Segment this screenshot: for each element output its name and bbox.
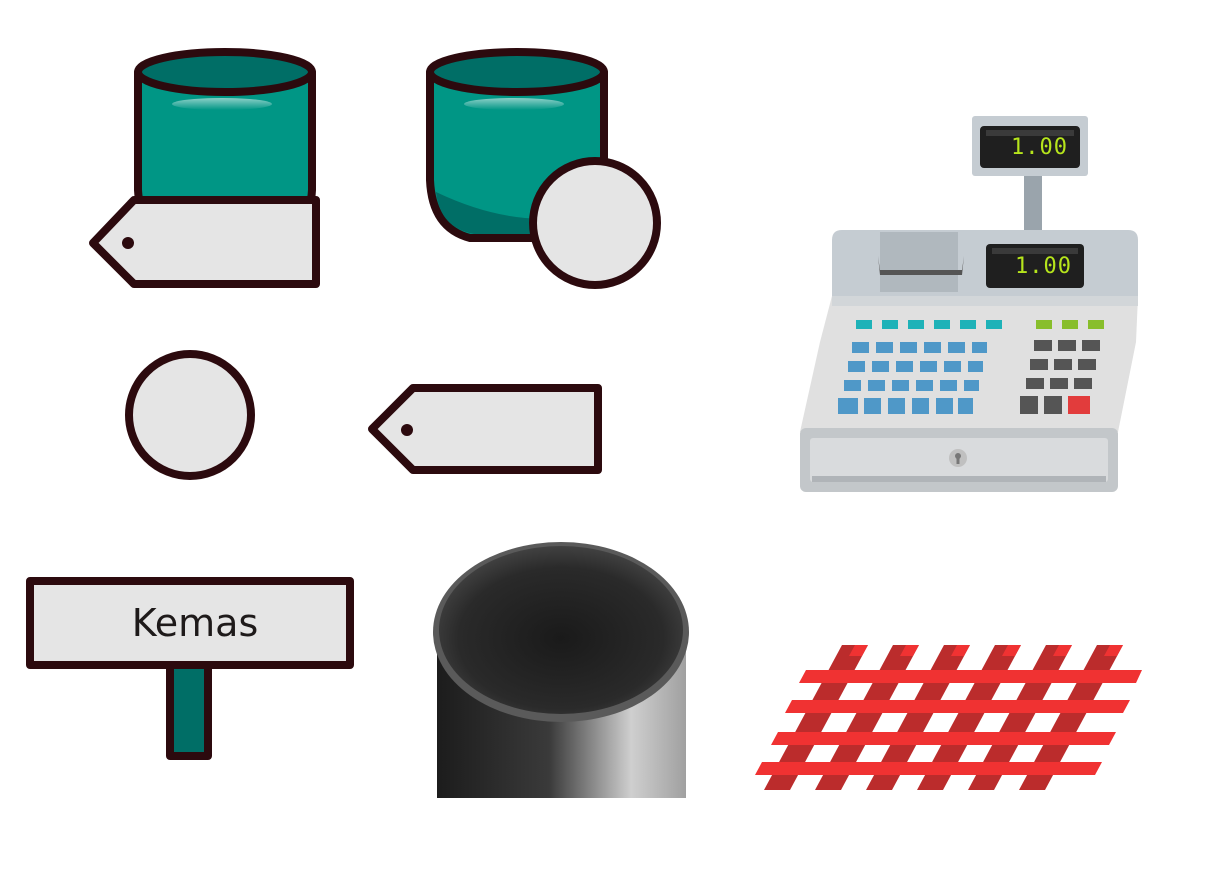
signpost-icon: Kemas: [24, 575, 359, 765]
top-display-readout: 1.00: [1011, 135, 1068, 160]
red-mesh-icon: [745, 640, 1150, 795]
cash-register-icon: 1.00 1.00: [795, 112, 1145, 497]
coin-icon: [122, 345, 262, 485]
teal-cup-with-coin-icon: [420, 40, 665, 295]
sign-label: Kemas: [132, 601, 259, 645]
price-tag-icon: [362, 380, 608, 480]
black-cylinder-icon: [428, 540, 693, 802]
main-display-readout: 1.00: [1015, 254, 1072, 279]
teal-cup-with-tag-icon: [80, 40, 330, 300]
